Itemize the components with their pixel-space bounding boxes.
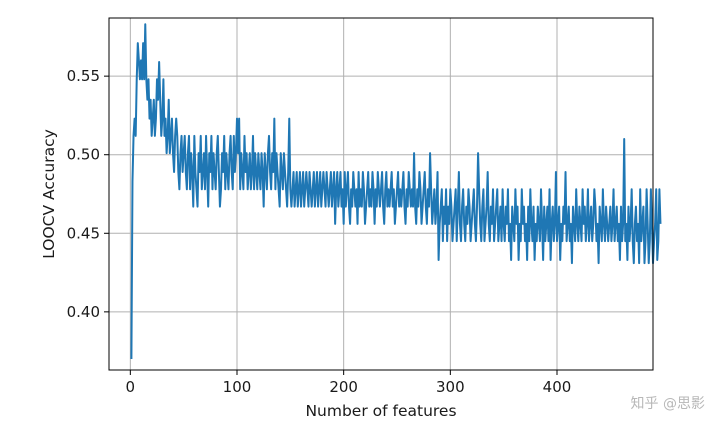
watermark: 知乎 @思影 [631,395,705,412]
x-tick-label: 100 [223,378,252,396]
x-axis-label: Number of features [305,402,456,420]
y-tick-label: 0.45 [67,224,100,242]
x-tick-label: 300 [436,378,465,396]
x-tick-label: 0 [126,378,136,396]
series-line-loocv-accuracy [130,23,662,360]
plot-frame [108,17,654,371]
y-tick-label: 0.50 [67,146,100,164]
y-tick-label: 0.40 [67,303,100,321]
y-axis-label: LOOCV Accuracy [40,129,58,259]
x-axis-ticks: 0 100 200 300 400 [126,370,572,396]
x-tick-label: 400 [543,378,572,396]
y-tick-label: 0.55 [67,67,100,85]
x-tick-label: 200 [329,378,358,396]
y-axis-ticks: 0.40 0.45 0.50 0.55 [67,67,109,321]
